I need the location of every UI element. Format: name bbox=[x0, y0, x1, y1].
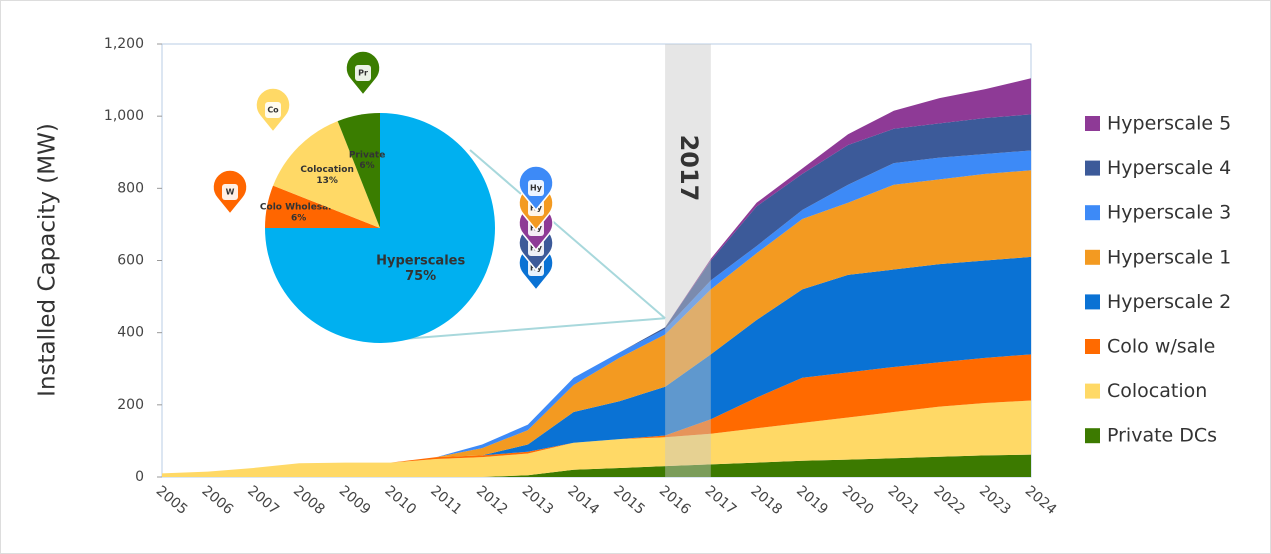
highlight-label: 2017 bbox=[675, 135, 703, 202]
pie-value-label: 75% bbox=[405, 269, 436, 284]
pie-value-label: 6% bbox=[359, 161, 374, 171]
legend-swatch bbox=[1085, 383, 1100, 399]
legend-label: Colo w/sale bbox=[1107, 336, 1215, 358]
pin-label: Pr bbox=[358, 69, 368, 78]
y-tick-label: 600 bbox=[117, 253, 144, 269]
pin-label: Co bbox=[267, 106, 279, 115]
legend-label: Hyperscale 3 bbox=[1107, 202, 1231, 224]
legend-label: Hyperscale 5 bbox=[1107, 113, 1231, 135]
area bbox=[162, 454, 1031, 477]
y-tick-label: 0 bbox=[135, 469, 144, 485]
y-tick-label: 400 bbox=[117, 325, 144, 341]
y-tick-label: 1,200 bbox=[104, 36, 144, 52]
legend-label: Hyperscale 1 bbox=[1107, 246, 1231, 268]
area bbox=[162, 256, 1031, 474]
legend-label: Hyperscale 2 bbox=[1107, 291, 1231, 313]
y-axis-label: Installed Capacity (MW) bbox=[35, 123, 61, 397]
pie-value-label: 13% bbox=[316, 176, 338, 186]
pie-label: Colo Wholesale bbox=[260, 203, 338, 213]
area bbox=[162, 400, 1031, 477]
pin-badge bbox=[528, 180, 544, 196]
zoom-line bbox=[469, 149, 666, 319]
pie-label: Hyperscales bbox=[376, 253, 465, 268]
area bbox=[162, 354, 1031, 474]
y-tick-label: 800 bbox=[117, 180, 144, 196]
pie-slice bbox=[265, 185, 380, 228]
area bbox=[162, 170, 1031, 474]
legend-label: Hyperscale 4 bbox=[1107, 157, 1231, 179]
pie-label: Colocation bbox=[300, 165, 353, 175]
pie-slice bbox=[337, 113, 380, 228]
pie-slice bbox=[273, 121, 380, 228]
highlight-band bbox=[665, 44, 711, 477]
legend-swatch bbox=[1085, 205, 1100, 221]
pie-value-label: 6% bbox=[291, 213, 306, 223]
y-tick-label: 200 bbox=[117, 397, 144, 413]
pin-label: Hy bbox=[530, 184, 543, 193]
y-tick-label: 1,000 bbox=[104, 108, 144, 124]
pin-badge bbox=[355, 65, 371, 81]
legend-swatch bbox=[1085, 339, 1100, 354]
pin-badge bbox=[265, 102, 281, 118]
area bbox=[162, 78, 1031, 474]
legend-label: Colocation bbox=[1107, 380, 1207, 402]
legend-swatch bbox=[1085, 249, 1100, 265]
pie-label: Private bbox=[349, 150, 385, 160]
legend-swatch bbox=[1085, 116, 1100, 131]
area bbox=[162, 114, 1031, 474]
pin-label: W bbox=[226, 188, 235, 197]
legend-label: Private DCs bbox=[1107, 425, 1217, 447]
zoom-line bbox=[389, 317, 666, 341]
legend-swatch bbox=[1085, 160, 1100, 176]
legend-swatch bbox=[1085, 428, 1100, 444]
pin-badge bbox=[222, 184, 238, 200]
legend-swatch bbox=[1085, 294, 1100, 310]
